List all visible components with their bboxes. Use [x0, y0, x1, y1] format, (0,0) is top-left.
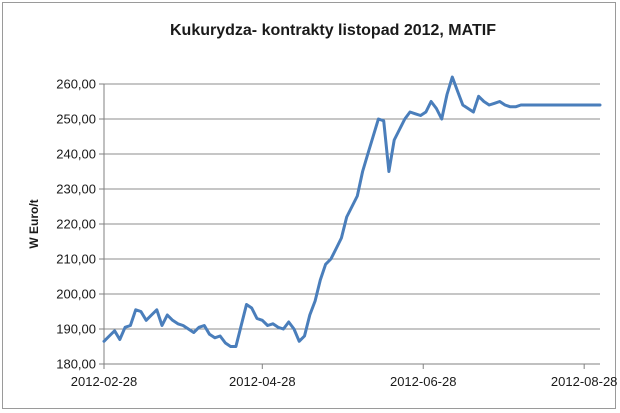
y-tick-label: 190,00 — [56, 322, 96, 337]
y-tick-label: 260,00 — [56, 77, 96, 92]
x-axis-ticks: 2012-02-28 2012-04-28 2012-06-28 2012-08-28 — [71, 364, 618, 389]
y-axis-ticks: 180,00 190,00 200,00 210,00 220,00 230,00 240,… — [56, 77, 104, 372]
y-tick-label: 250,00 — [56, 112, 96, 127]
series-line — [102, 75, 602, 348]
chart-title: Kukurydza- kontrakty listopad 2012, MATI… — [170, 22, 496, 39]
x-tick-label: 2012-06-28 — [390, 374, 457, 389]
y-tick-label: 180,00 — [56, 357, 96, 372]
x-tick-label: 2012-04-28 — [229, 374, 296, 389]
x-tick-label: 2012-02-28 — [71, 374, 138, 389]
y-tick-label: 210,00 — [56, 252, 96, 267]
y-tick-label: 230,00 — [56, 182, 96, 197]
x-tick-label: 2012-08-28 — [551, 374, 618, 389]
y-tick-label: 220,00 — [56, 217, 96, 232]
y-axis-label: W Euro/t — [27, 199, 41, 248]
y-tick-label: 200,00 — [56, 287, 96, 302]
series-group — [102, 75, 602, 348]
y-tick-label: 240,00 — [56, 147, 96, 162]
